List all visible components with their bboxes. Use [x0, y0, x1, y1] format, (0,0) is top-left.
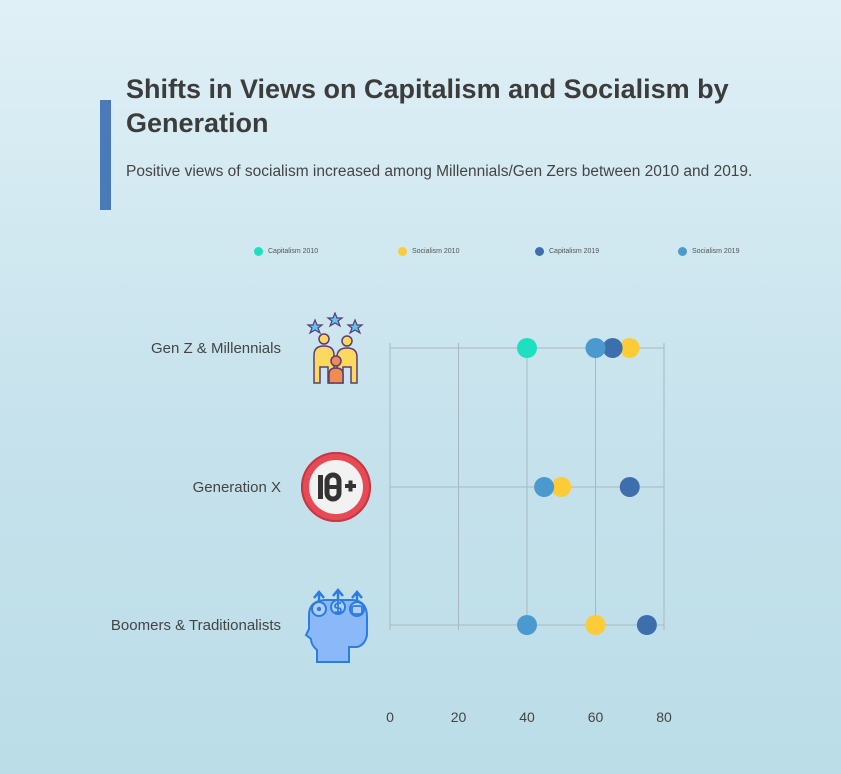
point-capitalism-2010[interactable] [517, 338, 537, 358]
point-socialism-2019[interactable] [517, 615, 537, 635]
point-capitalism-2019[interactable] [602, 338, 623, 358]
category-label-boomers: Boomers & Traditionalists [110, 617, 281, 634]
chart-subtitle: Positive views of socialism increased am… [126, 163, 753, 180]
point-capitalism-2019[interactable] [619, 477, 640, 497]
legend-item-socialism-2010: Socialism 2010 [398, 245, 459, 257]
x-tick-label: 60 [588, 709, 604, 725]
point-capitalism-2019[interactable] [636, 615, 657, 635]
x-tick-label: 0 [386, 709, 394, 725]
point-socialism-2010[interactable] [585, 615, 606, 635]
point-socialism-2010[interactable] [551, 477, 572, 497]
x-tick-label: 40 [519, 709, 535, 725]
point-socialism-2019[interactable] [585, 338, 606, 358]
family-stars-icon [303, 311, 367, 386]
title-accent-bar [100, 100, 111, 210]
legend-dot [678, 246, 687, 256]
legend-dot [535, 246, 544, 256]
category-label-gen-z: Gen Z & Millennials [150, 340, 281, 357]
legend-item-capitalism-2019: Capitalism 2019 [535, 245, 599, 257]
legend-dot [254, 246, 263, 256]
x-tick-label: 20 [451, 709, 467, 725]
category-label-gen-x: Generation X [192, 479, 281, 496]
legend-dot [398, 246, 407, 256]
point-socialism-2010[interactable] [619, 338, 640, 358]
head-money-growth-icon [303, 585, 371, 665]
legend-label: Capitalism 2010 [268, 247, 319, 255]
x-tick-label: 80 [656, 709, 672, 725]
point-socialism-2019[interactable] [534, 477, 555, 497]
legend-item-socialism-2019: Socialism 2019 [678, 245, 739, 257]
age-18-plus-icon [300, 451, 372, 523]
chart-title: Shifts in Views on Capitalism and Social… [126, 74, 729, 138]
legend-label: Capitalism 2019 [549, 247, 600, 255]
legend-label: Socialism 2010 [412, 247, 460, 255]
legend-item-capitalism-2010: Capitalism 2010 [254, 245, 318, 257]
legend-label: Socialism 2019 [692, 247, 740, 255]
